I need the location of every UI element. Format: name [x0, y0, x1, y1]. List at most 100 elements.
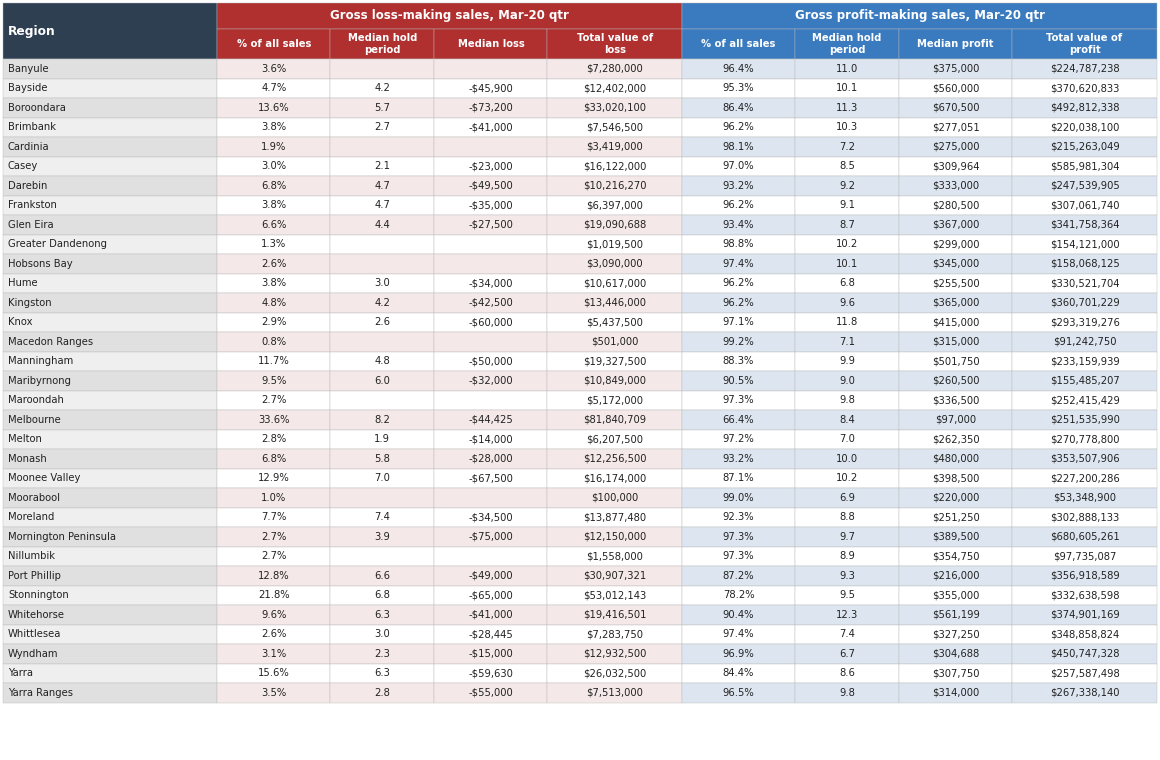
Bar [217, 371, 331, 391]
Bar [899, 546, 1013, 566]
Bar [331, 176, 435, 195]
Text: $6,207,500: $6,207,500 [586, 434, 644, 445]
Bar [899, 527, 1013, 546]
Bar [217, 59, 331, 78]
Text: 98.1%: 98.1% [723, 142, 754, 152]
Text: $309,964: $309,964 [931, 161, 979, 171]
Bar [3, 195, 217, 215]
Text: 8.8: 8.8 [840, 512, 855, 522]
Bar [217, 585, 331, 605]
Bar [217, 118, 331, 137]
Text: Median hold
period: Median hold period [348, 33, 418, 55]
Text: $450,747,328: $450,747,328 [1050, 649, 1119, 659]
Bar [548, 78, 682, 98]
Text: $233,159,939: $233,159,939 [1050, 356, 1119, 366]
Text: $260,500: $260,500 [931, 375, 979, 386]
Bar [3, 605, 217, 625]
Text: Whitehorse: Whitehorse [8, 610, 65, 619]
Bar [682, 527, 795, 546]
Text: Yarra: Yarra [8, 668, 32, 678]
Bar [435, 566, 548, 585]
Text: 96.2%: 96.2% [723, 200, 754, 211]
Bar [331, 527, 435, 546]
Text: 8.5: 8.5 [839, 161, 855, 171]
Bar [899, 585, 1013, 605]
Text: $327,250: $327,250 [931, 629, 979, 639]
Text: 4.2: 4.2 [375, 298, 390, 308]
Bar [3, 235, 217, 254]
Text: $330,521,704: $330,521,704 [1050, 278, 1119, 288]
Bar [899, 98, 1013, 118]
Text: $154,121,000: $154,121,000 [1050, 239, 1119, 249]
Bar [435, 78, 548, 98]
Bar [682, 546, 795, 566]
Bar [682, 605, 795, 625]
Text: 6.8%: 6.8% [261, 181, 287, 191]
Text: $345,000: $345,000 [933, 258, 979, 269]
Bar [682, 312, 795, 332]
Bar [435, 644, 548, 663]
Bar [682, 683, 795, 702]
Text: -$45,900: -$45,900 [469, 84, 514, 93]
Bar [331, 59, 435, 78]
Text: Stonnington: Stonnington [8, 591, 68, 600]
Bar [217, 449, 331, 468]
Bar [331, 118, 435, 137]
Bar [217, 683, 331, 702]
Text: $13,877,480: $13,877,480 [583, 512, 646, 522]
Bar [899, 59, 1013, 78]
Text: 10.0: 10.0 [836, 454, 858, 464]
Bar [682, 137, 795, 157]
Bar [548, 625, 682, 644]
Bar [435, 312, 548, 332]
Bar [899, 683, 1013, 702]
Bar [899, 625, 1013, 644]
Bar [3, 585, 217, 605]
Text: $7,280,000: $7,280,000 [586, 64, 643, 74]
Text: $3,090,000: $3,090,000 [587, 258, 643, 269]
Bar [3, 508, 217, 527]
Text: 87.1%: 87.1% [723, 473, 754, 483]
Text: -$14,000: -$14,000 [469, 434, 513, 445]
Bar [3, 3, 217, 59]
Text: $19,327,500: $19,327,500 [583, 356, 646, 366]
Text: $91,242,750: $91,242,750 [1053, 337, 1116, 347]
Text: $26,032,500: $26,032,500 [583, 668, 646, 678]
Text: $12,402,000: $12,402,000 [583, 84, 646, 93]
Text: 84.4%: 84.4% [723, 668, 754, 678]
Text: 1.9%: 1.9% [261, 142, 287, 152]
Bar [217, 663, 331, 683]
Bar [217, 312, 331, 332]
Text: 97.1%: 97.1% [723, 317, 754, 328]
Text: $12,256,500: $12,256,500 [583, 454, 646, 464]
Text: Knox: Knox [8, 317, 32, 328]
Bar [682, 176, 795, 195]
Bar [217, 488, 331, 508]
Bar [3, 254, 217, 274]
Text: $492,812,338: $492,812,338 [1050, 103, 1119, 112]
Bar [3, 59, 217, 78]
Text: $16,174,000: $16,174,000 [583, 473, 646, 483]
Text: Casey: Casey [8, 161, 38, 171]
Bar [1013, 468, 1157, 488]
Bar [682, 566, 795, 585]
Text: 3.0%: 3.0% [261, 161, 287, 171]
Text: $7,283,750: $7,283,750 [586, 629, 644, 639]
Bar [899, 176, 1013, 195]
Text: 7.0: 7.0 [375, 473, 390, 483]
Text: Hume: Hume [8, 278, 37, 288]
Text: 96.2%: 96.2% [723, 298, 754, 308]
Bar [1013, 235, 1157, 254]
Text: $389,500: $389,500 [931, 532, 979, 542]
Bar [548, 332, 682, 351]
Text: Bayside: Bayside [8, 84, 48, 93]
Bar [435, 371, 548, 391]
Bar [795, 585, 899, 605]
Text: Whittlesea: Whittlesea [8, 629, 61, 639]
Text: -$59,630: -$59,630 [469, 668, 514, 678]
Text: 2.7%: 2.7% [261, 532, 287, 542]
Text: 9.6: 9.6 [839, 298, 855, 308]
Bar [331, 274, 435, 293]
Bar [3, 391, 217, 410]
Text: % of all sales: % of all sales [237, 39, 311, 49]
